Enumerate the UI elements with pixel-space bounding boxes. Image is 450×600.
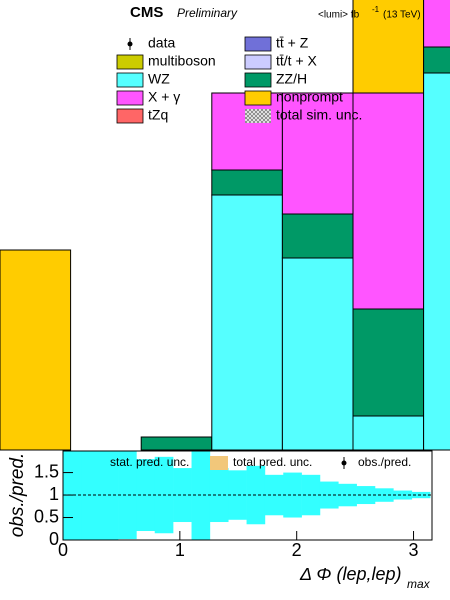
bar-segment	[0, 249, 72, 451]
x-axis-title: Δ Φ (lep,lep)	[299, 564, 402, 584]
unc-band	[228, 470, 247, 520]
x-tick-label: 3	[409, 540, 419, 560]
y-tick-label: 0.5	[34, 506, 59, 526]
legend-label: stat. pred. unc.	[110, 455, 189, 469]
unc-band	[393, 490, 413, 500]
legend-label: obs./pred.	[358, 455, 411, 469]
bar-segment	[352, 0, 425, 94]
bar-segment	[352, 415, 425, 451]
legend-swatch	[210, 456, 228, 470]
legend-label: data	[148, 35, 175, 51]
bar-segment	[140, 436, 213, 451]
x-tick-label: 0	[58, 540, 68, 560]
lumi-exponent: -1	[372, 5, 380, 14]
y-tick-label: 1	[49, 484, 59, 504]
x-axis-title-sub: max	[407, 577, 431, 591]
y-axis-title: obs./pred.	[7, 453, 28, 538]
legend-label: WZ	[148, 71, 170, 87]
legend-label: nonprompt	[276, 89, 343, 105]
lumi: <lumi> fb	[318, 10, 360, 21]
bar-segment	[281, 92, 354, 215]
legend-label: tt̄ + Z	[276, 35, 309, 51]
x-tick-label: 1	[175, 540, 185, 560]
unc-band	[118, 451, 137, 540]
legend-swatch	[116, 54, 144, 70]
legend-swatch	[244, 54, 272, 70]
y-tick-label: 1.5	[34, 461, 59, 481]
legend-label: total pred. unc.	[233, 455, 312, 469]
bar-segment	[211, 194, 283, 451]
bar-segment	[281, 213, 354, 259]
x-tick-label: 2	[292, 540, 302, 560]
bar-segment	[211, 92, 283, 171]
main-panel: CMS Preliminary <lumi> fb -1(13 TeV) data mul…	[0, 0, 450, 451]
title: CMS	[130, 4, 163, 21]
bar-segment	[423, 0, 450, 48]
legend-label: X + γ	[148, 89, 180, 105]
unc-band	[411, 491, 431, 499]
bar-segment	[352, 92, 425, 310]
legend-swatch	[245, 109, 271, 123]
legend-label: ZZ/H	[276, 71, 307, 87]
legend-swatch	[116, 72, 144, 88]
unc-band	[283, 472, 302, 518]
legend-label: total sim. unc.	[276, 107, 362, 123]
legend-label: tZq	[148, 107, 168, 123]
legend-swatch	[244, 72, 272, 88]
legend-swatch	[88, 457, 106, 470]
bar-segment	[423, 72, 450, 451]
legend-label: tt̄/t + X	[276, 53, 318, 69]
subtitle: Preliminary	[177, 6, 238, 20]
legend-swatch	[244, 90, 272, 106]
legend-marker	[127, 41, 133, 47]
legend-swatch	[116, 90, 144, 106]
bar-segment	[281, 257, 354, 451]
legend-swatch	[116, 108, 144, 124]
legend-marker	[341, 460, 347, 466]
unc-band	[173, 468, 192, 523]
y-tick-label: 0	[49, 529, 59, 549]
legend-swatch	[244, 36, 272, 52]
bar-segment	[423, 46, 450, 74]
bar-segment	[352, 308, 425, 417]
unc-band	[338, 483, 357, 507]
bar-segment	[211, 169, 283, 196]
legend-label: multiboson	[148, 53, 216, 69]
lumi-energy: (13 TeV)	[383, 10, 421, 21]
band-group	[63, 451, 431, 540]
